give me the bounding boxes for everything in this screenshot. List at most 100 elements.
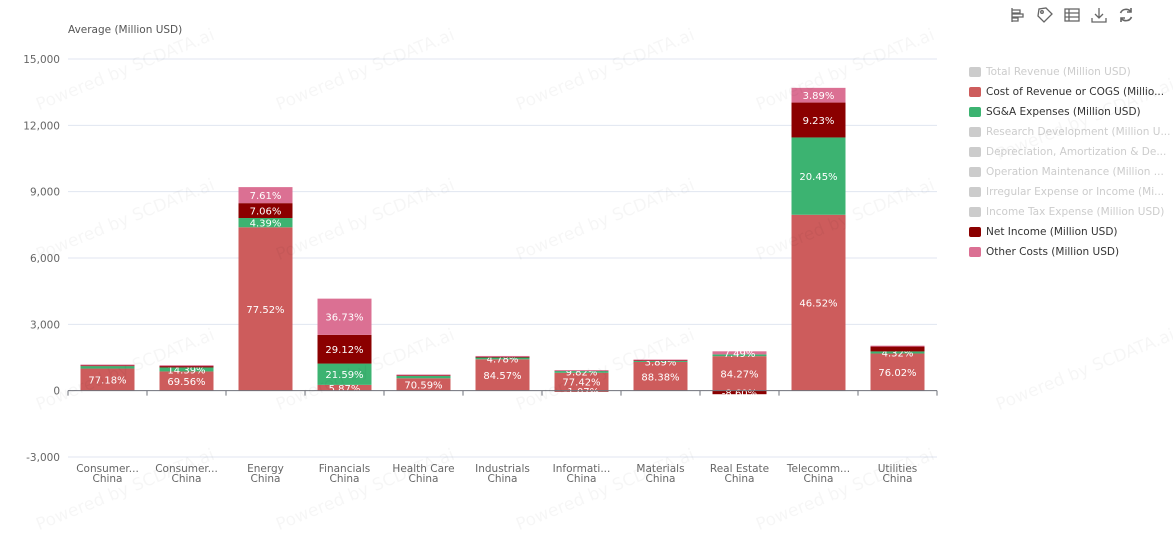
x-tick-label: China (488, 473, 518, 485)
legend-item[interactable]: Depreciation, Amortization & De... (969, 142, 1170, 162)
data-label: 36.73% (325, 313, 363, 324)
x-tick-label: China (409, 473, 439, 485)
x-tick-label: Industrials (475, 463, 530, 475)
bar-segment (554, 372, 609, 391)
legend-label: Operation Maintenance (Million ... (986, 166, 1164, 178)
y-tick-label: 0 (53, 386, 60, 398)
legend-label: Cost of Revenue or COGS (Millio... (986, 86, 1165, 98)
legend-item[interactable]: Income Tax Expense (Million USD) (969, 202, 1170, 222)
data-label: 4.78% (487, 354, 519, 365)
legend-label: Other Costs (Million USD) (986, 246, 1120, 258)
x-tick-label: Health Care (392, 463, 454, 475)
y-tick-label: 3,000 (30, 319, 60, 331)
table-icon[interactable] (1062, 5, 1082, 25)
bar-segment (159, 365, 214, 367)
bar-segment (870, 346, 925, 352)
bar-segment (317, 384, 372, 391)
data-label: 4.39% (250, 219, 282, 230)
legend-swatch (969, 107, 981, 117)
bar-segment (633, 361, 688, 391)
x-tick-label: China (725, 473, 755, 485)
data-label: 88.38% (641, 372, 679, 383)
bar-segment (712, 354, 767, 357)
legend-label: SG&A Expenses (Million USD) (986, 106, 1141, 118)
bar-segment (238, 203, 293, 219)
bar-segment (159, 365, 214, 368)
legend-label: Research Development (Million U... (986, 126, 1171, 138)
tag-icon[interactable] (1035, 5, 1055, 25)
bar-segment (80, 366, 135, 369)
stacked-bar-chart: Average (Million USD) -3,000 0 3,000 6,000 9,… (23, 24, 938, 485)
x-tick-label: China (251, 473, 281, 485)
data-label: 46.52% (799, 299, 837, 310)
legend-swatch (969, 147, 981, 157)
data-label: -8.60% (722, 388, 757, 399)
bar-segment (791, 87, 846, 103)
data-label: 77.42% (562, 378, 600, 389)
watermark: Powered by SCDATA.ai (993, 325, 1173, 415)
data-label: 84.57% (483, 371, 521, 382)
bar-segment (80, 368, 135, 391)
bar-segment (475, 355, 530, 357)
x-tick-label: Utilities (878, 463, 918, 475)
bar-segment (870, 351, 925, 354)
x-tick-label: Energy (247, 463, 284, 475)
bar-segment (870, 353, 925, 391)
bar-chart-icon[interactable] (1008, 5, 1028, 25)
x-tick-label: Consumer... (155, 463, 218, 475)
x-tick-label: China (567, 473, 597, 485)
bar-segment (554, 370, 609, 373)
x-tick-label: Informati... (553, 463, 611, 475)
data-label: 7.49% (724, 349, 756, 360)
legend-item[interactable]: Net Income (Million USD) (969, 222, 1170, 242)
bar-segment (633, 360, 688, 362)
bar-segment (475, 357, 530, 360)
refresh-icon[interactable] (1116, 5, 1136, 25)
data-label: 77.18% (88, 376, 126, 387)
data-label: 5.87% (329, 384, 361, 395)
legend-label: Depreciation, Amortization & De... (986, 146, 1167, 158)
legend-item[interactable]: Irregular Expense or Income (Mi... (969, 182, 1170, 202)
legend-swatch (969, 127, 981, 137)
x-tick-label: China (93, 473, 123, 485)
bar-segment (396, 375, 451, 379)
bar-segment (317, 334, 372, 364)
data-label: 3.89% (803, 91, 835, 102)
data-label: 9.23% (803, 116, 835, 127)
legend-label: Total Revenue (Million USD) (986, 66, 1131, 78)
legend-item[interactable]: Research Development (Million U... (969, 122, 1170, 142)
data-label: -1.07% (564, 387, 599, 398)
y-tick-label: 15,000 (23, 54, 60, 66)
y-tick-label: 9,000 (30, 187, 60, 199)
legend-swatch (969, 227, 981, 237)
data-label: 76.02% (878, 368, 916, 379)
download-icon[interactable] (1089, 5, 1109, 25)
x-tick-label: China (804, 473, 834, 485)
legend-label: Irregular Expense or Income (Mi... (986, 186, 1165, 198)
legend-item[interactable]: Cost of Revenue or COGS (Millio... (969, 82, 1170, 102)
bar-segment (317, 363, 372, 385)
legend-item[interactable]: SG&A Expenses (Million USD) (969, 102, 1170, 122)
bar-segment (712, 390, 767, 395)
legend-item[interactable]: Other Costs (Million USD) (969, 242, 1170, 262)
bar-segment (475, 359, 530, 391)
bar-segment (238, 227, 293, 391)
legend-swatch (969, 167, 981, 177)
bar-segment (80, 364, 135, 366)
bar-segment (791, 102, 846, 138)
legend-swatch (969, 67, 981, 77)
bar-segment (396, 378, 451, 391)
bar-segment (791, 214, 846, 391)
x-tick-label: China (646, 473, 676, 485)
bar-segment (554, 370, 609, 372)
legend-swatch (969, 207, 981, 217)
bar-segment (396, 374, 451, 376)
legend-label: Net Income (Million USD) (986, 226, 1118, 238)
bar-segment (712, 351, 767, 355)
legend-item[interactable]: Operation Maintenance (Million ... (969, 162, 1170, 182)
legend-item[interactable]: Total Revenue (Million USD) (969, 62, 1170, 82)
data-label: 20.45% (799, 172, 837, 183)
bar-segment (159, 371, 214, 391)
bar-segment (870, 345, 925, 347)
legend-label: Income Tax Expense (Million USD) (986, 206, 1165, 218)
